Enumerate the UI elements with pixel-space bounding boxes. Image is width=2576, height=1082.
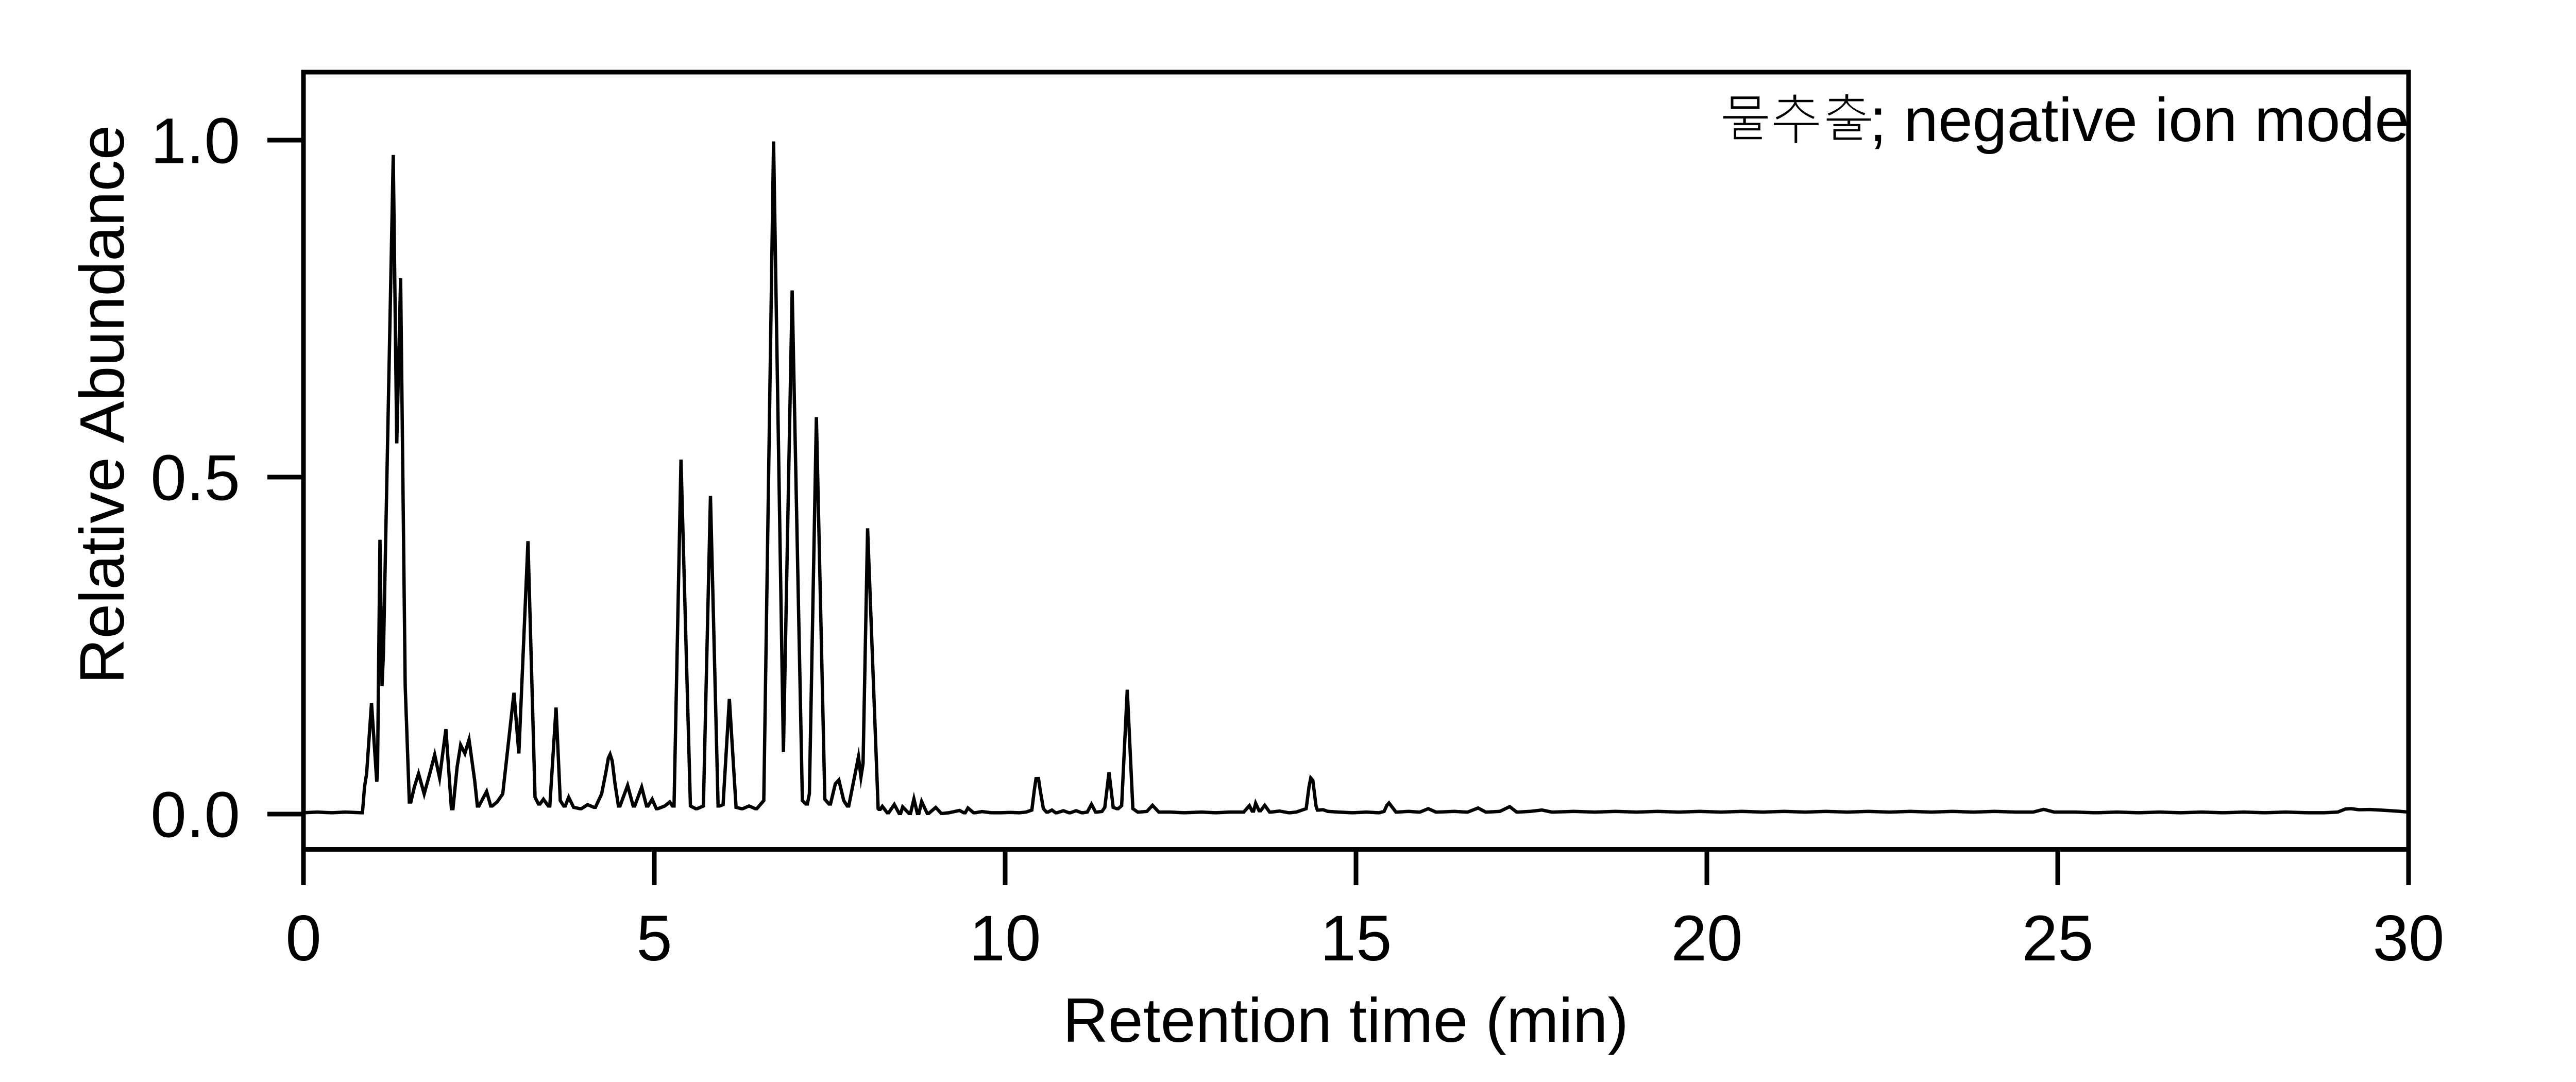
svg-text:25: 25	[2022, 903, 2093, 974]
svg-text:5: 5	[636, 903, 672, 974]
svg-text:0.0: 0.0	[150, 780, 240, 851]
svg-text:15: 15	[1320, 903, 1392, 974]
svg-text:20: 20	[1671, 903, 1742, 974]
svg-text:0: 0	[285, 903, 321, 974]
svg-text:Retention time (min): Retention time (min)	[1063, 985, 1629, 1055]
svg-text:0.5: 0.5	[150, 443, 240, 514]
svg-text:10: 10	[969, 903, 1041, 974]
svg-text:1.0: 1.0	[150, 106, 240, 177]
svg-text:30: 30	[2372, 903, 2444, 974]
svg-text:Relative Abundance: Relative Abundance	[67, 125, 137, 684]
svg-text:; negative ion mode: ; negative ion mode	[1870, 86, 2409, 155]
